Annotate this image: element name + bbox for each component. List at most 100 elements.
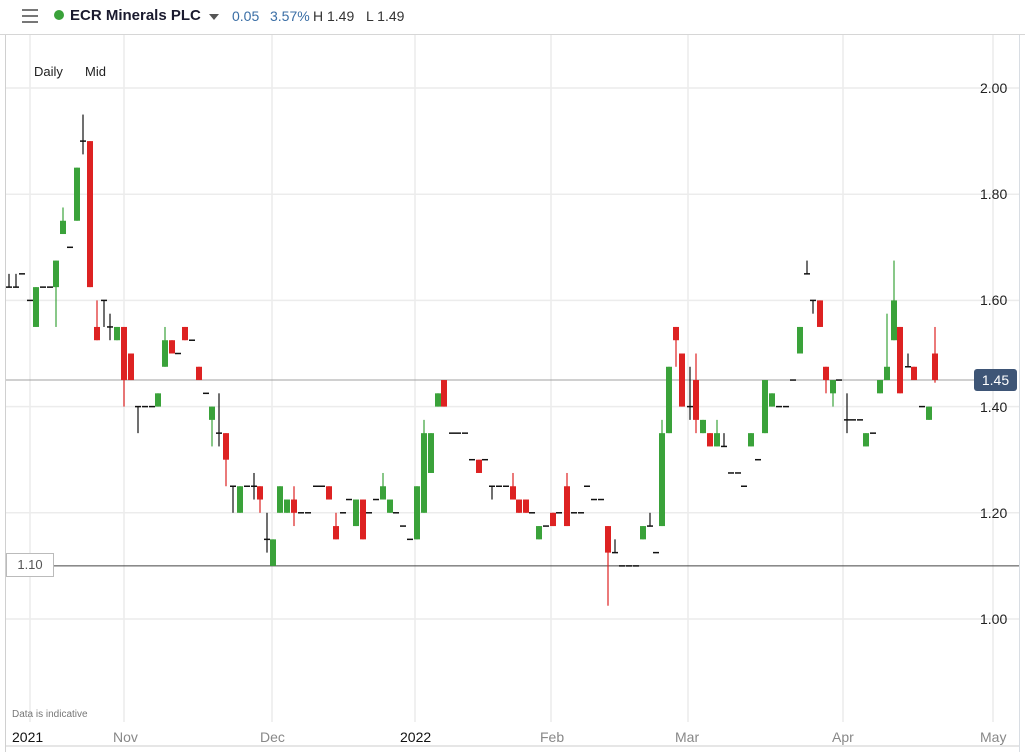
candle[interactable]: [101, 299, 107, 327]
candle[interactable]: [53, 260, 59, 327]
candle[interactable]: [510, 472, 516, 500]
candle[interactable]: [114, 326, 120, 341]
candle[interactable]: [612, 539, 618, 554]
candle[interactable]: [353, 499, 359, 527]
chart-right-border: [1019, 35, 1020, 752]
candle[interactable]: [762, 380, 768, 434]
candle[interactable]: [891, 260, 897, 341]
candle[interactable]: [326, 486, 332, 500]
candle[interactable]: [797, 326, 803, 354]
candle[interactable]: [80, 114, 86, 155]
x-tick-2021: 2021: [12, 729, 44, 745]
candle[interactable]: [769, 393, 775, 407]
candle[interactable]: [13, 273, 19, 288]
candle[interactable]: [428, 433, 434, 473]
candle[interactable]: [673, 326, 679, 367]
candle[interactable]: [844, 393, 850, 434]
candle[interactable]: [74, 167, 80, 221]
instrument-name[interactable]: ECR Minerals PLC: [70, 7, 201, 24]
candle[interactable]: [169, 340, 175, 354]
candle[interactable]: [830, 380, 836, 407]
candle[interactable]: [60, 207, 66, 235]
candle[interactable]: [804, 260, 810, 275]
candle[interactable]: [264, 512, 270, 553]
candle[interactable]: [230, 485, 236, 513]
candle[interactable]: [823, 366, 829, 394]
candle[interactable]: [911, 366, 917, 381]
candle[interactable]: [6, 273, 12, 288]
candle[interactable]: [333, 512, 339, 540]
y-tick-1.40: 1.40: [980, 399, 1008, 415]
candle[interactable]: [516, 499, 522, 513]
candle[interactable]: [387, 499, 393, 513]
candle[interactable]: [162, 326, 168, 367]
candle[interactable]: [536, 526, 542, 540]
candle[interactable]: [550, 512, 556, 527]
candle[interactable]: [647, 512, 653, 527]
candle[interactable]: [605, 526, 611, 606]
candle[interactable]: [666, 366, 672, 434]
instrument-dropdown-chevron-icon[interactable]: [209, 14, 219, 20]
candle[interactable]: [209, 406, 215, 447]
candle[interactable]: [414, 486, 420, 540]
candle[interactable]: [182, 326, 188, 341]
candle[interactable]: [237, 486, 243, 513]
candle[interactable]: [640, 526, 646, 540]
chart-left-border: [5, 35, 6, 752]
candle[interactable]: [817, 300, 823, 327]
y-tick-1.00: 1.00: [980, 611, 1008, 627]
market-status-dot-icon: [54, 10, 64, 20]
hamburger-menu-icon[interactable]: [22, 9, 38, 23]
candle[interactable]: [196, 366, 202, 381]
candle[interactable]: [476, 459, 482, 473]
candle[interactable]: [659, 419, 665, 527]
candle[interactable]: [721, 433, 727, 448]
candle[interactable]: [270, 539, 276, 566]
price-type-selector[interactable]: Mid: [85, 64, 106, 79]
candle[interactable]: [380, 472, 386, 500]
candle[interactable]: [435, 393, 441, 407]
candle[interactable]: [277, 486, 283, 513]
candle[interactable]: [877, 380, 883, 394]
candle[interactable]: [107, 313, 113, 341]
candle[interactable]: [707, 433, 713, 447]
candle[interactable]: [291, 486, 297, 527]
candle[interactable]: [421, 419, 427, 513]
candle[interactable]: [441, 380, 447, 407]
horizontal-level-tag[interactable]: 1.10: [6, 553, 54, 577]
candle[interactable]: [257, 486, 263, 513]
candle[interactable]: [932, 326, 938, 383]
x-tick-mar: Mar: [675, 729, 700, 745]
candle[interactable]: [897, 326, 903, 394]
candle[interactable]: [700, 419, 706, 434]
candle[interactable]: [87, 141, 93, 288]
candle[interactable]: [926, 406, 932, 420]
candle[interactable]: [94, 300, 100, 341]
candle[interactable]: [687, 366, 693, 420]
candle[interactable]: [360, 499, 366, 540]
candle[interactable]: [155, 393, 161, 407]
candle[interactable]: [905, 353, 911, 368]
candle[interactable]: [135, 405, 141, 434]
candle[interactable]: [128, 353, 134, 381]
candle[interactable]: [284, 499, 290, 513]
candle[interactable]: [884, 313, 890, 381]
candle[interactable]: [564, 472, 570, 527]
candle[interactable]: [251, 472, 257, 500]
candle[interactable]: [714, 419, 720, 447]
candle[interactable]: [33, 287, 39, 327]
interval-selector[interactable]: Daily: [34, 64, 63, 79]
candle[interactable]: [693, 353, 699, 434]
candle[interactable]: [863, 433, 869, 447]
candle[interactable]: [523, 499, 529, 513]
x-tick-may: May: [980, 729, 1007, 745]
y-tick-1.80: 1.80: [980, 186, 1008, 202]
candle[interactable]: [216, 393, 222, 447]
candle[interactable]: [810, 299, 816, 314]
candle[interactable]: [489, 485, 495, 500]
candle[interactable]: [748, 433, 754, 447]
candle[interactable]: [121, 326, 127, 407]
candle[interactable]: [679, 353, 685, 407]
candle[interactable]: [223, 433, 229, 487]
